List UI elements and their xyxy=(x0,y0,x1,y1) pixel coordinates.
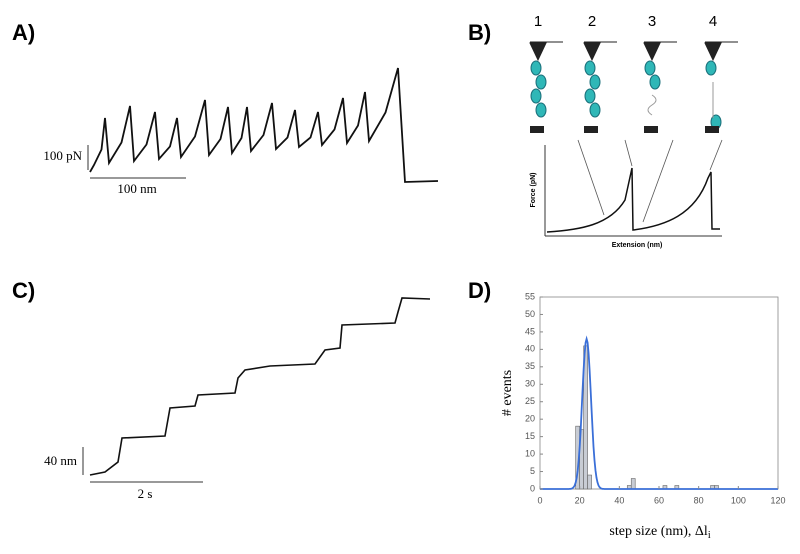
panel-label: B) xyxy=(468,20,491,45)
axis-label: Extension (nm) xyxy=(612,242,663,249)
protein-domain xyxy=(589,74,601,90)
protein-domain xyxy=(584,88,596,104)
surface xyxy=(530,126,544,133)
x-tick-label: 100 xyxy=(731,495,746,505)
protein-domain xyxy=(530,60,542,76)
unfolded-chain xyxy=(647,94,657,116)
x-tick-label: 60 xyxy=(654,495,664,505)
cantilever xyxy=(704,41,738,62)
scale-label: 2 s xyxy=(138,486,153,501)
y-tick-label: 50 xyxy=(525,309,535,319)
scale-label: 40 nm xyxy=(44,453,77,468)
state-label: 4 xyxy=(709,13,717,30)
y-tick-label: 55 xyxy=(525,291,535,301)
bar xyxy=(587,474,592,490)
step-trace xyxy=(89,297,431,476)
arrows xyxy=(577,139,723,223)
y-tick-label: 15 xyxy=(525,431,535,441)
x-tick-label: 80 xyxy=(694,495,704,505)
state-label: 3 xyxy=(648,13,656,30)
protein-domain xyxy=(530,88,542,104)
state-label: 1 xyxy=(534,13,542,30)
protein-domain xyxy=(705,60,717,76)
protein-domain xyxy=(649,74,661,90)
y-tick-label: 30 xyxy=(525,379,535,389)
x-axis-label-main: step size (nm), Δl xyxy=(609,524,708,539)
x-tick-label: 120 xyxy=(770,495,785,505)
y-tick-label: 5 xyxy=(530,466,535,476)
protein-domain xyxy=(589,102,601,118)
x-tick-label: 0 xyxy=(537,495,542,505)
surface xyxy=(644,126,658,133)
y-tick-label: 45 xyxy=(525,326,535,336)
x-tick-label: 40 xyxy=(614,495,624,505)
scale-label: 100 pN xyxy=(43,148,82,163)
y-tick-label: 35 xyxy=(525,361,535,371)
protein-domain xyxy=(535,74,547,90)
x-axis-label-sub: i xyxy=(708,530,711,541)
panel-label: D) xyxy=(468,278,491,303)
protein-domain xyxy=(644,60,656,76)
force-trace xyxy=(89,67,439,183)
x-tick-label: 20 xyxy=(575,495,585,505)
y-tick-label: 10 xyxy=(525,448,535,458)
y-axis-label: # events xyxy=(500,370,515,416)
y-tick-label: 25 xyxy=(525,396,535,406)
panel-label: A) xyxy=(12,20,35,45)
y-tick-label: 0 xyxy=(530,483,535,493)
bar xyxy=(630,478,636,490)
cantilever xyxy=(583,41,617,62)
force-curve xyxy=(546,167,720,233)
scale-label: 100 nm xyxy=(117,181,156,196)
cantilever xyxy=(643,41,677,62)
surface xyxy=(705,126,719,133)
x-axis-label: step size (nm), Δli xyxy=(609,524,710,541)
surface xyxy=(584,126,598,133)
histogram xyxy=(575,345,719,490)
y-tick-label: 20 xyxy=(525,414,535,424)
state-label: 2 xyxy=(588,13,596,30)
cantilever xyxy=(529,41,563,62)
y-tick-label: 40 xyxy=(525,344,535,354)
protein-domain xyxy=(584,60,596,76)
cantilevers xyxy=(529,41,738,133)
protein-domain xyxy=(535,102,547,118)
axis-label: Force (pN) xyxy=(530,173,537,208)
panel-label: C) xyxy=(12,278,35,303)
